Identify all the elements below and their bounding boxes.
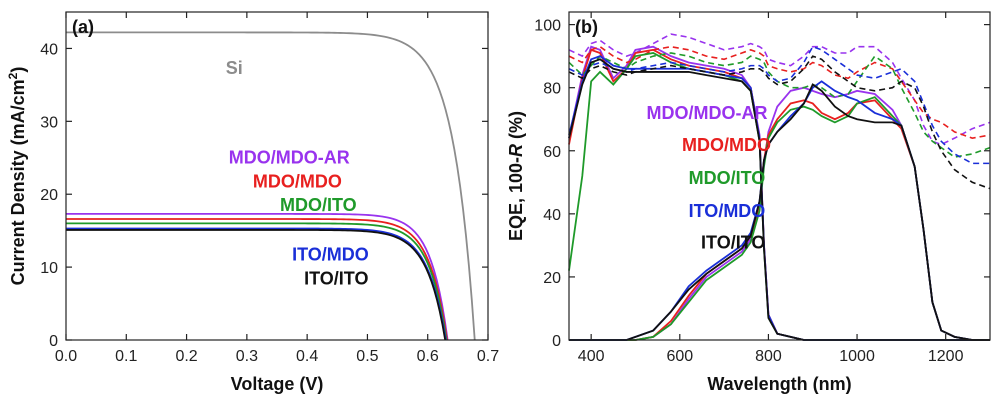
panel-a-label-mdo-ito: MDO/ITO [280,195,357,215]
bottom-cell-eqe-curve-ito-ito [569,83,990,341]
panel-b-label-mdo-mdo: MDO/MDO [682,135,771,155]
panel-a-x-tick-label: 0.4 [296,348,318,365]
jv-curve-ito-mdo [66,227,447,341]
panel-a-x-axis-title: Voltage (V) [231,374,324,394]
panel-a-label: (a) [72,17,94,37]
panel-b-y-tick-label: 0 [552,333,561,350]
top-cell-eqe-curve-mdo-mdo [568,48,990,341]
panel-a-label-ito-mdo: ITO/MDO [292,245,369,265]
top-cell-eqe-curve-mdo-ito [568,52,990,341]
panel-b-y-tick-label: 40 [543,207,561,224]
reflection-curve-ito-ito [568,55,991,190]
panel-a-ticks: 0.0 0.1 0.2 0.3 0.4 0.5 0.6 0.7 0 10 20 30 40 [40,12,499,365]
panel-b-x-tick-label: 1000 [839,348,875,365]
jv-curve-mdo-mdo-ar [66,212,449,341]
panel-b-y-axis-title: EQE, 100-R (%) [506,111,526,241]
panel-b-y-tick-label: 60 [543,144,561,161]
jv-curve-mdo-ito [66,222,448,341]
jv-curve-ito-ito [66,229,447,341]
panel-a-y-tick-label: 40 [40,41,58,58]
panel-b-label-mdo-ito: MDO/ITO [689,168,766,188]
panel-b-y-axis-title-italic: R [506,144,526,157]
top-cell-eqe-curve-ito-mdo [568,55,990,341]
panel-a-y-axis-title-sup: 2 [6,72,20,79]
panel-a-y-axis-title-close: ) [8,67,28,73]
panel-a-label-ito-ito: ITO/ITO [304,269,368,289]
panel-a-label-mdo-mdo: MDO/MDO [253,172,342,192]
panel-b-frame [568,11,991,341]
panel-a-label-mdo-mdo-ar: MDO/MDO-AR [229,148,350,168]
reflection-curve-mdo-mdo-ar [568,33,991,146]
panel-a-frame [65,11,489,341]
jv-curve-mdo-mdo [66,218,448,341]
panel-b-y-axis-title-close: (%) [506,111,526,144]
panel-b-y-tick-label: 100 [534,18,561,35]
panel-b-x-tick-label: 800 [755,348,782,365]
panel-a-y-tick-label: 0 [49,333,58,350]
panel-b-y-tick-label: 80 [543,81,561,98]
panel-a-y-tick-label: 20 [40,187,58,204]
panel-b-y-tick-label: 20 [543,270,561,287]
panel-a-y-axis-title: Current Density (mA/cm2) [6,67,28,286]
panel-a-y-tick-label: 10 [40,260,58,277]
bottom-cell-eqe-curve-mdo-mdo-ar [569,86,990,341]
panel-b-x-tick-label: 1200 [928,348,964,365]
panel-a-x-tick-label: 0.0 [55,348,77,365]
panel-a-y-tick-label: 30 [40,114,58,131]
panel-b-label: (b) [575,17,598,37]
panel-a-annotations: Si MDO/MDO-AR MDO/MDO MDO/ITO ITO/MDO ITO/ITO [226,58,369,289]
panel-b-label-ito-mdo: ITO/MDO [689,201,766,221]
panel-a-label-si: Si [226,58,243,78]
panel-a-curves [66,31,476,341]
panel-b-eqe-curves: 400 600 800 1000 1200 0 20 40 60 80 100 MDO/MDO-AR… [506,11,991,394]
panel-a-x-tick-label: 0.6 [417,348,439,365]
panel-a-x-tick-label: 0.2 [175,348,197,365]
bottom-cell-eqe-curve-mdo-ito [569,96,990,341]
top-cell-eqe-curve-ito-ito [568,58,990,341]
panel-b-x-axis-title: Wavelength (nm) [707,374,851,394]
panel-b-y-axis-title-main: EQE, 100- [506,157,526,241]
panel-b-label-mdo-mdo-ar: MDO/MDO-AR [647,103,768,123]
panel-a-x-tick-label: 0.3 [236,348,258,365]
jv-curve-si [66,31,476,341]
top-cell-eqe-curve-mdo-mdo-ar [568,45,990,341]
panel-b-x-tick-label: 600 [666,348,693,365]
panel-a-y-axis-title-main: Current Density (mA/cm [8,79,28,285]
panel-a-x-tick-label: 0.5 [356,348,378,365]
panel-a-x-tick-label: 0.7 [477,348,499,365]
panel-a-jv-curves: 0.0 0.1 0.2 0.3 0.4 0.5 0.6 0.7 0 10 20 30 40 Si MDO/… [6,11,499,394]
reflection-curve-mdo-mdo [568,45,991,139]
panel-b-ticks: 400 600 800 1000 1200 0 20 40 60 80 100 [534,12,990,365]
panel-a-x-tick-label: 0.1 [115,348,137,365]
panel-b-x-tick-label: 400 [578,348,605,365]
panel-b-label-ito-ito: ITO/ITO [701,233,765,253]
reflection-curve-ito-mdo [568,45,990,165]
panel-b-annotations: MDO/MDO-AR MDO/MDO MDO/ITO ITO/MDO ITO/ITO [647,103,771,252]
panel-b-curves [568,33,991,341]
